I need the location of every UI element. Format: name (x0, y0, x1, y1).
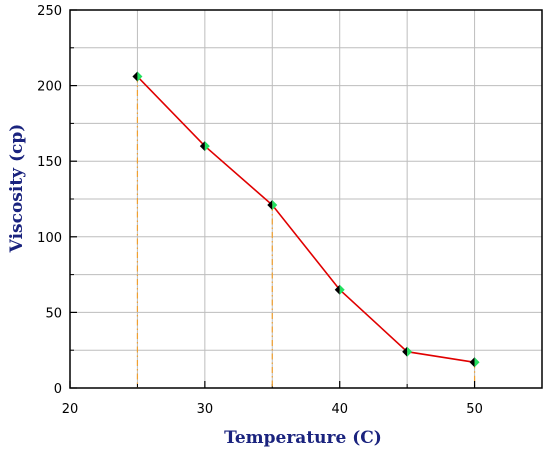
y-tick-label: 250 (37, 4, 62, 19)
point-right-half (204, 141, 210, 152)
point-right-half (407, 346, 413, 357)
point-right-half (137, 71, 143, 82)
point-left-half (132, 71, 138, 82)
x-tick-label: 50 (466, 402, 483, 417)
point-left-half (334, 284, 340, 295)
point-right-half (272, 200, 278, 211)
point-left-half (267, 200, 273, 211)
data-point (132, 71, 143, 82)
grid (70, 10, 542, 388)
plot-frame (69, 9, 543, 389)
point-left-half (199, 141, 205, 152)
point-right-half (339, 284, 345, 295)
x-axis-title: Temperature (C) (224, 428, 382, 448)
tick-labels: 20 30 40 50 0 50 100 150 200 250 (37, 4, 483, 417)
data-point (334, 284, 345, 295)
x-tick-label: 30 (197, 402, 214, 417)
data-point (267, 200, 278, 211)
y-tick-label: 0 (54, 382, 62, 397)
data-points (132, 71, 480, 368)
y-axis-title: Viscosity (cp) (7, 124, 27, 254)
axis-ticks (69, 9, 476, 389)
x-tick-label: 20 (62, 402, 79, 417)
data-point (199, 141, 210, 152)
point-left-half (402, 346, 408, 357)
y-tick-label: 100 (37, 231, 62, 246)
point-left-half (469, 357, 475, 368)
y-tick-label: 200 (37, 80, 62, 95)
series (136, 75, 475, 364)
series-line (136, 75, 475, 364)
point-right-half (474, 357, 480, 368)
y-tick-label: 150 (37, 155, 62, 170)
minor-ticks (70, 47, 408, 388)
data-point (402, 346, 413, 357)
data-point (469, 357, 480, 368)
y-tick-label: 50 (45, 306, 62, 321)
x-tick-label: 40 (331, 402, 348, 417)
